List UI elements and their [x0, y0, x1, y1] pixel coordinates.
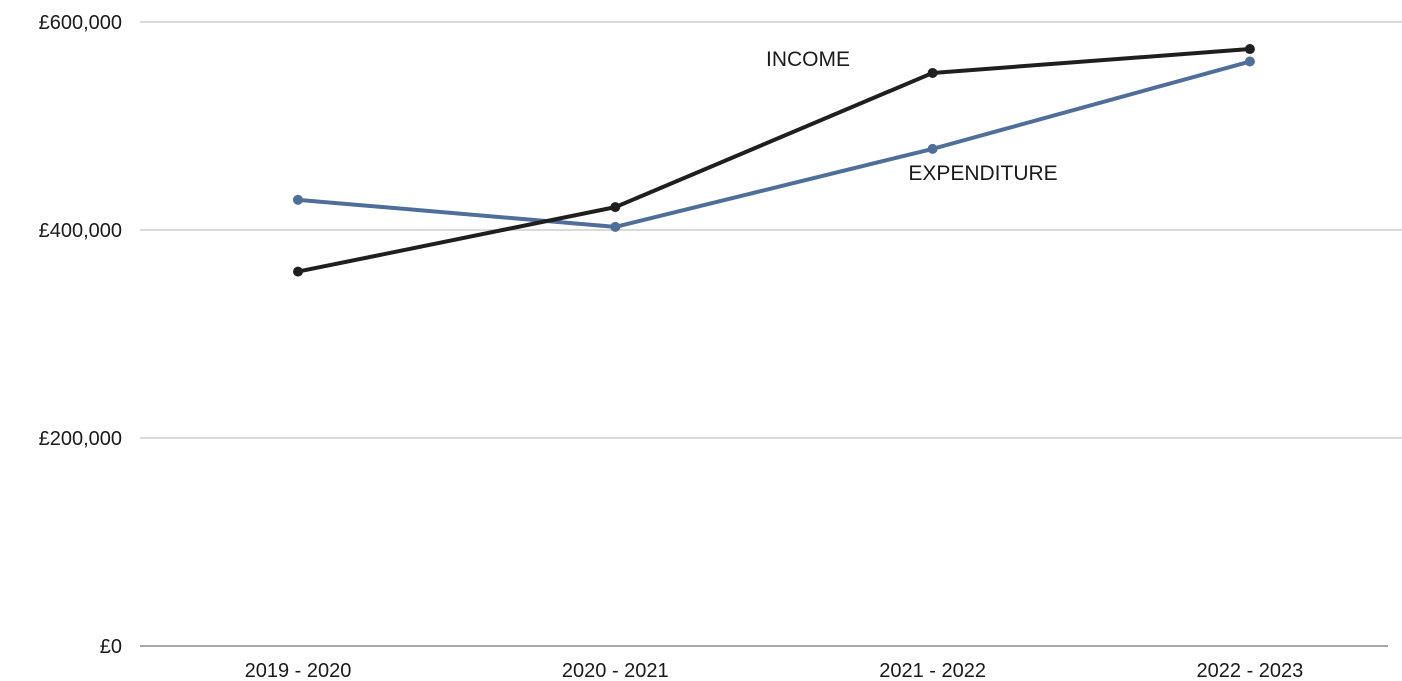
data-point — [293, 194, 303, 205]
data-point — [927, 143, 938, 154]
gridlines — [140, 21, 1402, 647]
x-tick-label: 2019 - 2020 — [245, 660, 352, 681]
series-labels: INCOME EXPENDITURE — [766, 48, 1058, 185]
series-income — [293, 44, 1255, 277]
y-tick-label: £0 — [100, 636, 122, 658]
series-line — [296, 59, 1252, 229]
series-expenditure — [293, 56, 1255, 232]
series-label-income: INCOME — [766, 48, 850, 71]
series-label-expenditure: EXPENDITURE — [908, 162, 1057, 185]
y-tick-label: £400,000 — [39, 220, 122, 242]
series-lines — [293, 44, 1255, 277]
data-point — [927, 67, 938, 78]
x-axis-tick-labels: 2019 - 2020 2020 - 2021 2021 - 2022 2022 - … — [245, 660, 1304, 681]
data-point — [1244, 56, 1255, 67]
x-tick-label: 2022 - 2023 — [1197, 660, 1304, 681]
data-point — [610, 221, 621, 232]
y-axis-tick-labels: £0 £200,000 £400,000 £600,000 — [39, 12, 122, 658]
x-tick-label: 2020 - 2021 — [562, 660, 669, 681]
series-line — [296, 47, 1252, 274]
data-point — [293, 266, 303, 277]
data-point — [610, 202, 621, 213]
data-point — [1244, 44, 1255, 55]
x-tick-label: 2021 - 2022 — [879, 660, 986, 681]
y-tick-label: £200,000 — [39, 428, 122, 450]
y-tick-label: £600,000 — [39, 12, 122, 34]
